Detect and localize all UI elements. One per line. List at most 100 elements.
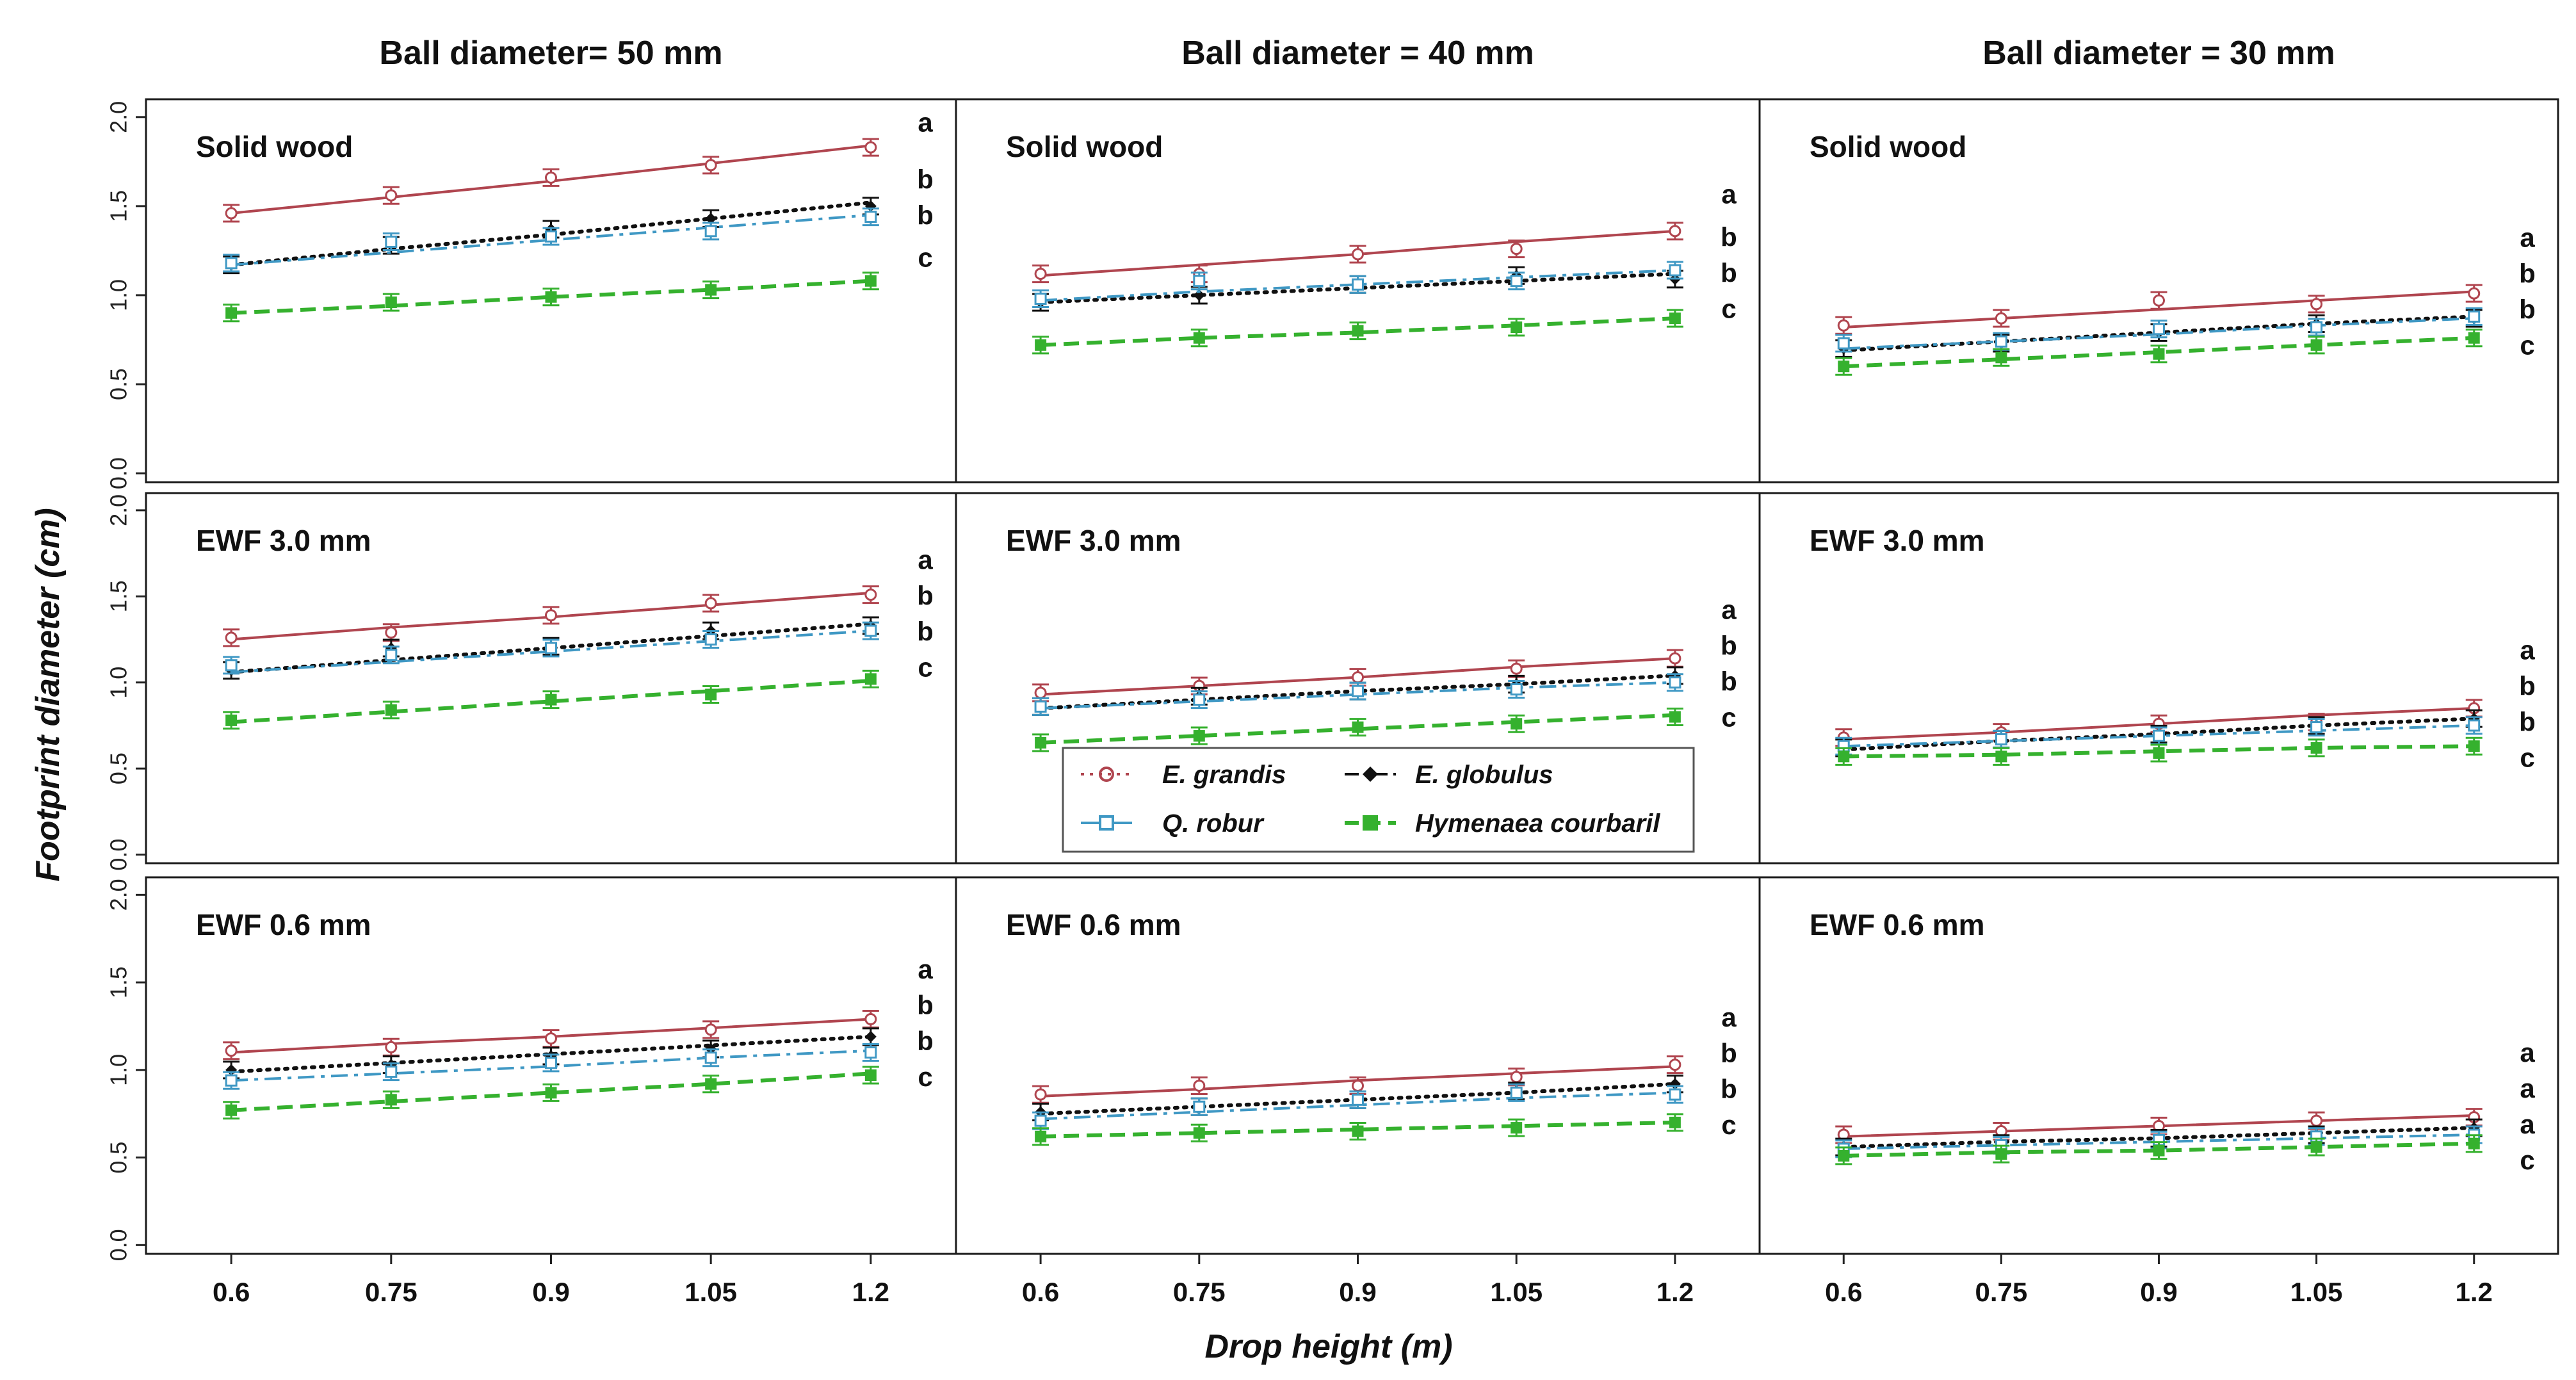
data-point <box>1352 325 1364 337</box>
data-point <box>2468 719 2481 732</box>
significance-letter: a <box>918 107 933 137</box>
data-point <box>2468 740 2480 752</box>
data-point <box>1035 339 1047 351</box>
data-point <box>864 673 877 685</box>
significance-letter: c <box>2520 743 2534 773</box>
panel-label: EWF 3.0 mm <box>196 524 371 557</box>
data-point <box>2310 1141 2322 1153</box>
legend-entry: E. grandis <box>1081 761 1286 789</box>
series-e-grandis <box>1835 284 2483 335</box>
x-tick-label: 0.75 <box>365 1277 417 1307</box>
data-point <box>1193 1127 1205 1139</box>
panel-label: Solid wood <box>1006 130 1163 163</box>
series-e-grandis <box>1032 222 1683 284</box>
data-point <box>1511 1122 1523 1134</box>
trend-line <box>231 1049 871 1082</box>
trend-line <box>1041 681 1675 710</box>
significance-letter: c <box>1721 702 1736 732</box>
significance-letter: c <box>2520 1145 2534 1175</box>
data-point <box>704 1023 717 1036</box>
panel-label: EWF 0.6 mm <box>1006 908 1181 941</box>
data-point <box>704 633 717 646</box>
data-point <box>545 1087 557 1099</box>
data-point <box>225 1044 238 1057</box>
data-point <box>1995 312 2007 325</box>
legend-label: E. grandis <box>1162 761 1286 789</box>
data-point <box>385 626 398 639</box>
data-point <box>385 296 397 309</box>
y-tick-label: 0.5 <box>106 1142 132 1174</box>
data-point <box>385 1094 397 1106</box>
data-point <box>225 1074 238 1087</box>
data-point <box>545 609 557 622</box>
significance-letter: b <box>2519 671 2536 701</box>
data-point <box>385 704 397 716</box>
series-hymenaea-courbaril <box>1032 707 1683 752</box>
x-tick-label: 1.2 <box>2456 1277 2493 1307</box>
data-point <box>1193 1079 1206 1092</box>
y-tick-label: 0.0 <box>106 839 132 871</box>
data-point <box>1838 361 1850 373</box>
data-point <box>1669 225 1681 238</box>
panel-label: EWF 3.0 mm <box>1006 524 1181 557</box>
data-point <box>545 291 557 303</box>
data-point <box>1193 275 1206 288</box>
facet-panel: EWF 0.6 mm 0.0 0.5 1.0 1.5 2.0 0.6 0.75 0.9 1.05 1… <box>106 876 957 1307</box>
data-point <box>2310 298 2323 311</box>
data-point <box>864 211 877 223</box>
x-tick-label: 1.05 <box>1490 1277 1543 1307</box>
data-point <box>2468 332 2480 344</box>
data-point <box>1510 1071 1523 1084</box>
data-point <box>1352 721 1364 733</box>
trend-line <box>231 213 871 266</box>
x-tick-label: 1.05 <box>685 1277 737 1307</box>
significance-letter: b <box>1721 666 1737 696</box>
data-point <box>385 236 398 248</box>
significance-letter: a <box>2520 635 2535 665</box>
significance-letter: a <box>2520 1037 2535 1067</box>
series-hymenaea-courbaril <box>1835 736 2483 766</box>
significance-letter: b <box>1721 1038 1737 1068</box>
series-q-robur <box>223 207 879 273</box>
data-point <box>2153 323 2165 336</box>
x-axis-label: Drop height (m) <box>1204 1328 1452 1365</box>
series-hymenaea-courbaril <box>1032 309 1683 355</box>
data-point <box>1034 1088 1047 1101</box>
y-tick-label: 1.0 <box>106 1054 132 1086</box>
data-point <box>385 189 398 202</box>
data-point <box>1995 1148 2007 1160</box>
data-point <box>1510 662 1523 675</box>
significance-letter: c <box>2520 330 2534 361</box>
significance-letter: c <box>918 1062 932 1092</box>
panel-label: EWF 0.6 mm <box>196 908 371 941</box>
series-q-robur <box>1835 307 2483 353</box>
panel-label: Solid wood <box>1810 130 1966 163</box>
data-point <box>1669 313 1681 325</box>
data-point <box>1995 751 2007 763</box>
significance-letter: b <box>2519 259 2536 289</box>
data-point <box>864 141 877 154</box>
series-hymenaea-courbaril <box>223 1066 879 1120</box>
data-point <box>385 649 398 662</box>
y-axis-label: Footprint diameter (cm) <box>29 508 67 882</box>
data-point <box>1510 243 1523 256</box>
legend-marker <box>1363 815 1378 831</box>
data-point <box>545 230 557 243</box>
series-q-robur <box>1835 716 2483 756</box>
legend-marker <box>1099 767 1114 782</box>
data-point <box>1352 1079 1364 1092</box>
legend: E. grandis E. globulus Q. robur Hymenaea… <box>1062 747 1695 853</box>
significance-letter: b <box>917 990 934 1020</box>
data-point <box>1352 248 1364 261</box>
data-point <box>1193 1100 1206 1113</box>
data-point <box>705 688 717 701</box>
data-point <box>1669 264 1681 277</box>
data-point <box>704 159 717 172</box>
data-point <box>1669 652 1681 665</box>
series-q-robur <box>1032 673 1683 716</box>
significance-letter: a <box>2520 1109 2535 1139</box>
trend-line <box>1843 336 2474 369</box>
